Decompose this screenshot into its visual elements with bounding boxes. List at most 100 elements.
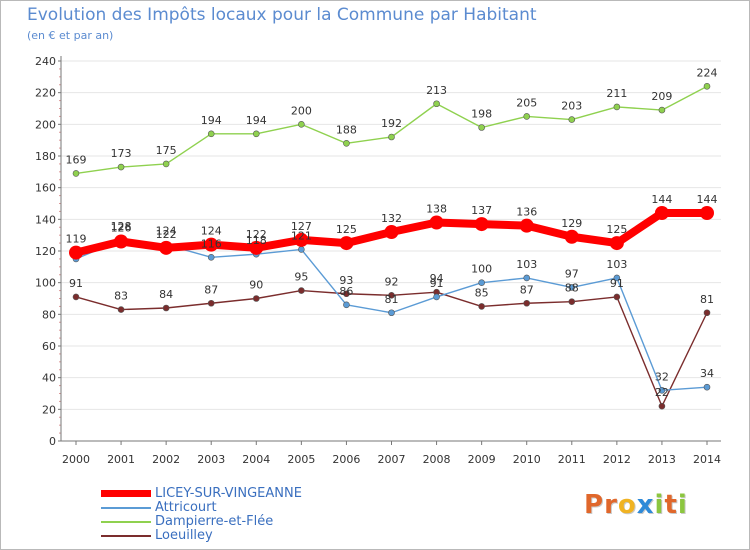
data-label: 81 (700, 293, 714, 306)
data-label: 124 (156, 225, 177, 238)
data-point (609, 236, 624, 251)
data-label: 34 (700, 367, 714, 380)
data-label: 121 (291, 229, 312, 242)
logo-letter: o (617, 490, 637, 520)
legend-label: Dampierre-et-Flée (155, 514, 274, 529)
y-tick-label: 240 (35, 55, 56, 68)
data-label: 194 (246, 114, 267, 127)
data-label: 118 (246, 234, 267, 247)
x-tick-label: 2002 (152, 453, 180, 466)
legend-swatch (101, 507, 151, 509)
data-point (523, 274, 531, 282)
series-line-loeuilley (75, 289, 708, 407)
data-label: 137 (471, 204, 492, 217)
chart-subtitle: (en € et par an) (27, 29, 114, 42)
data-label: 93 (339, 274, 353, 287)
x-tick-label: 2000 (62, 453, 90, 466)
data-point (249, 240, 264, 255)
data-label: 84 (159, 288, 173, 301)
x-tick-label: 2009 (468, 453, 496, 466)
data-point (298, 246, 305, 253)
data-label: 200 (291, 104, 312, 117)
data-point (114, 234, 129, 249)
data-label: 100 (471, 263, 492, 276)
data-point (523, 299, 531, 307)
data-point (658, 106, 666, 114)
legend-label: LICEY-SUR-VINGEANNE (155, 486, 302, 501)
data-label: 192 (381, 117, 402, 130)
legend-label: Attricourt (155, 500, 217, 515)
data-point (162, 304, 170, 312)
data-point (613, 293, 621, 301)
data-point (433, 293, 440, 301)
data-point (117, 306, 125, 313)
data-point (388, 292, 395, 299)
data-point (162, 160, 170, 168)
data-point (388, 133, 395, 141)
y-tick-label: 20 (42, 403, 56, 416)
data-label: 90 (249, 279, 263, 292)
data-point (519, 218, 534, 233)
data-point (474, 217, 489, 232)
data-label: 203 (561, 100, 582, 113)
data-label: 85 (475, 286, 489, 299)
data-point (384, 225, 399, 239)
data-label: 91 (69, 277, 83, 290)
data-point (568, 298, 576, 305)
x-tick-label: 2011 (558, 453, 586, 466)
logo-letter: P (584, 490, 605, 520)
logo-letter: t (664, 490, 678, 520)
data-label: 86 (339, 285, 353, 298)
data-label: 97 (565, 267, 579, 280)
data-label: 81 (385, 293, 399, 306)
data-point (564, 229, 579, 244)
data-label: 144 (651, 193, 672, 206)
data-label: 224 (697, 66, 718, 79)
x-tick-label: 2003 (197, 453, 225, 466)
data-point (388, 309, 395, 317)
x-tick-label: 2012 (603, 453, 631, 466)
y-tick-label: 220 (35, 87, 56, 100)
y-tick-label: 0 (49, 435, 56, 448)
data-label: 83 (114, 290, 128, 303)
x-tick-label: 2008 (423, 453, 451, 466)
logo-letter: i (654, 490, 665, 520)
data-label: 209 (651, 90, 672, 103)
data-point (204, 237, 219, 252)
data-label: 205 (516, 96, 537, 109)
logo-letter: r (604, 490, 618, 520)
data-point (568, 284, 576, 291)
data-point (478, 279, 485, 286)
data-point (343, 301, 350, 309)
x-tick-label: 2014 (693, 453, 721, 466)
y-tick-label: 180 (35, 150, 56, 163)
data-label: 198 (471, 108, 492, 121)
data-point (298, 287, 305, 294)
data-label: 92 (385, 275, 399, 288)
data-point (343, 140, 350, 147)
data-point (69, 245, 83, 260)
x-tick-label: 2006 (332, 453, 360, 466)
data-label: 144 (697, 193, 718, 206)
data-label: 22 (655, 386, 669, 399)
data-label: 88 (565, 282, 579, 295)
data-point (339, 236, 354, 251)
data-label: 87 (204, 283, 218, 296)
data-point (613, 103, 621, 111)
proxiti-logo: Proxiti (584, 490, 688, 520)
data-label: 94 (430, 272, 444, 285)
data-point (703, 309, 711, 317)
data-label: 122 (156, 228, 177, 241)
y-tick-label: 100 (35, 277, 56, 290)
data-label: 32 (655, 370, 669, 383)
data-label: 119 (66, 233, 87, 246)
y-tick-label: 160 (35, 182, 56, 195)
data-label: 127 (291, 220, 312, 233)
data-point (433, 100, 440, 108)
y-tick-label: 200 (35, 118, 56, 131)
data-point (252, 295, 260, 302)
data-point (658, 402, 666, 410)
data-label: 173 (111, 147, 132, 160)
data-label: 116 (201, 237, 222, 250)
